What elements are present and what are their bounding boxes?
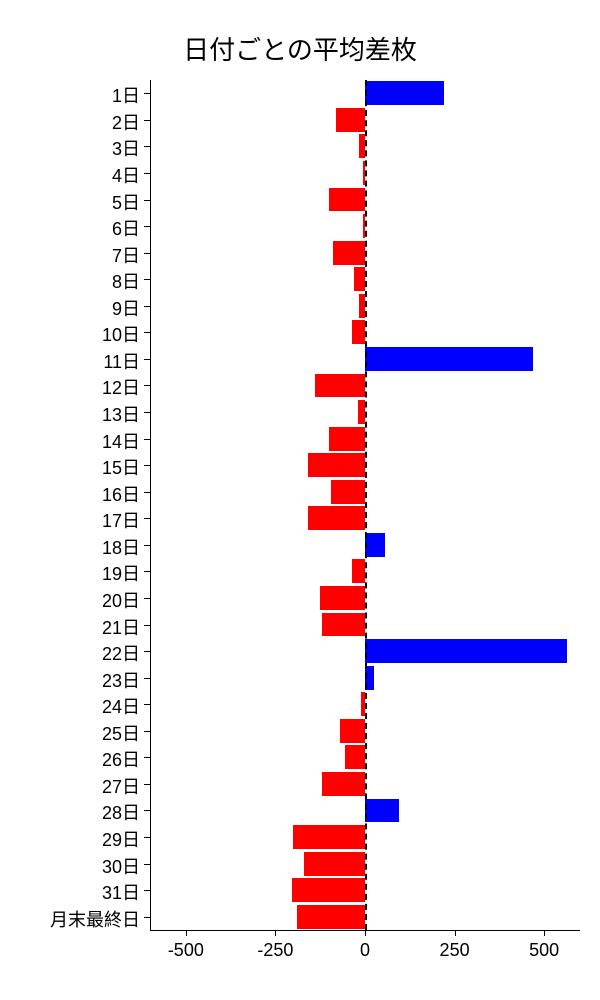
bar [336,108,365,132]
y-category-label: 26日 [102,746,140,772]
y-category-label: 15日 [102,454,140,480]
bar [365,81,444,105]
plot-area [150,80,580,930]
y-category-label: 28日 [102,799,140,825]
y-category-label: 11日 [103,348,140,374]
bar [365,533,385,557]
y-category-label: 13日 [102,401,140,427]
bar [352,320,365,344]
x-tick-mark [544,930,545,936]
bar [315,374,365,398]
y-category-label: 19日 [102,560,140,586]
bar [354,267,365,291]
x-tick-label: 250 [440,940,470,961]
bar [352,559,365,583]
y-category-label: 7日 [112,242,140,268]
y-category-label: 8日 [112,268,140,294]
zero-line [365,80,367,930]
y-category-label: 5日 [112,189,140,215]
y-category-label: 25日 [102,720,140,746]
bar [329,427,365,451]
y-category-label: 月末最終日 [50,906,140,932]
y-category-label: 21日 [102,614,140,640]
bar [297,905,365,929]
bar [304,852,365,876]
bar [358,400,365,424]
x-tick-label: 500 [529,940,559,961]
y-category-label: 16日 [102,481,140,507]
bar [320,586,365,610]
bar [308,453,365,477]
y-category-label: 31日 [102,879,140,905]
y-category-label: 1日 [112,82,140,108]
y-category-label: 14日 [102,428,140,454]
bar [329,188,365,212]
x-tick-mark [186,930,187,936]
x-tick-mark [275,930,276,936]
y-category-label: 4日 [112,162,140,188]
x-tick-label: -250 [257,940,293,961]
bar [322,772,365,796]
bar [365,639,567,663]
y-category-label: 3日 [112,135,140,161]
bar [365,799,399,823]
bar [293,825,365,849]
x-tick-label: -500 [168,940,204,961]
y-category-label: 20日 [102,587,140,613]
y-category-label: 30日 [102,853,140,879]
chart-title: 日付ごとの平均差枚 [0,30,600,67]
x-tick-mark [365,930,366,936]
chart-container: 日付ごとの平均差枚 1日2日3日4日5日6日7日8日9日10日11日12日13日… [0,0,600,1000]
bar [340,719,365,743]
bar [365,347,533,371]
x-tick-mark [455,930,456,936]
y-category-label: 18日 [102,534,140,560]
y-category-label: 23日 [102,667,140,693]
bar [292,878,365,902]
bar [345,745,365,769]
bar [308,506,365,530]
x-tick-label: 0 [360,940,370,961]
y-category-label: 22日 [102,640,140,666]
y-category-label: 29日 [102,826,140,852]
y-category-label: 12日 [102,374,140,400]
y-category-label: 6日 [112,215,140,241]
bar [322,613,365,637]
bar [331,480,365,504]
y-axis-line [150,80,151,930]
y-category-label: 9日 [112,295,140,321]
y-category-label: 24日 [102,693,140,719]
y-category-label: 10日 [102,321,140,347]
y-category-label: 27日 [102,773,140,799]
y-category-label: 17日 [102,507,140,533]
bar [333,241,365,265]
y-category-label: 2日 [112,109,140,135]
